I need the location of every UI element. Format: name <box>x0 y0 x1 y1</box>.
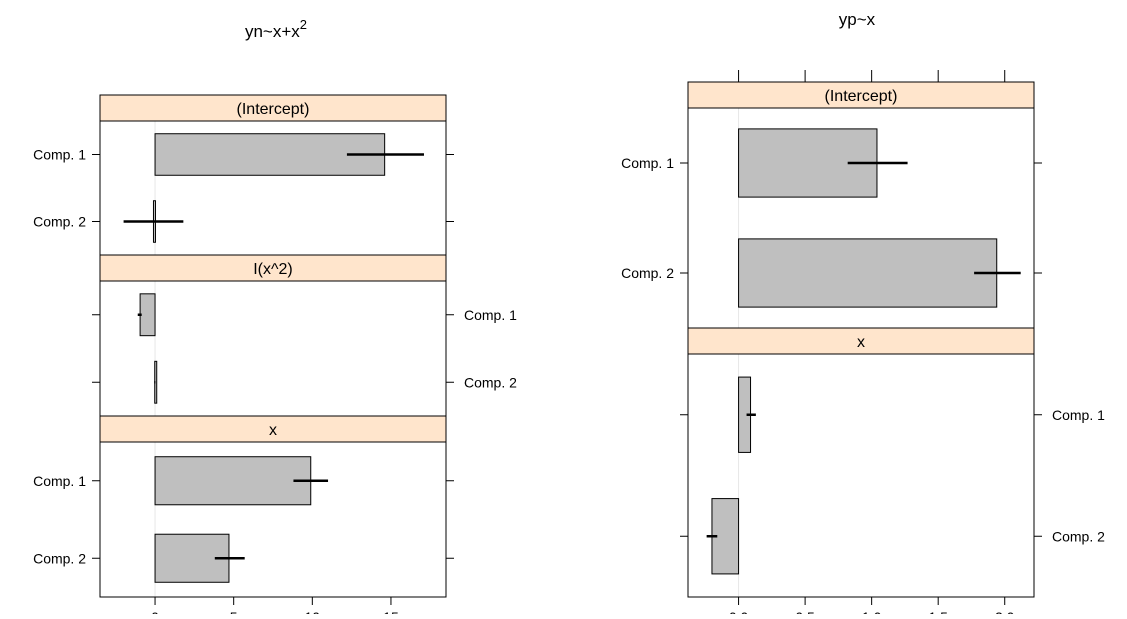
x-tick-label: 1.0 <box>862 609 882 614</box>
panel-strip-label: x <box>857 334 865 351</box>
panel-strip <box>99 415 447 443</box>
x-tick-label: 0.0 <box>729 609 749 614</box>
x-tick-label: 2.0 <box>995 609 1015 614</box>
y-tick-label: Comp. 1 <box>33 473 86 489</box>
chart-title-2: yp~x <box>839 10 876 29</box>
y-tick-label: Comp. 2 <box>621 265 674 281</box>
panel-strip-label: (Intercept) <box>825 88 898 105</box>
x-tick-label: 0.5 <box>795 609 815 614</box>
bar <box>738 238 998 308</box>
x-tick-label: 0 <box>151 609 159 614</box>
panel-strip-label: I(x^2) <box>253 261 293 278</box>
y-tick-label: Comp. 2 <box>33 214 86 230</box>
bar <box>154 456 312 506</box>
y-tick-label: Comp. 1 <box>33 147 86 163</box>
chart-title-text: yp~x <box>839 10 876 29</box>
y-tick-label: Comp. 2 <box>464 374 517 390</box>
y-tick-label: Comp. 2 <box>1052 528 1105 544</box>
plot-frame <box>99 94 447 598</box>
chart-title-text: yn~x+x <box>245 22 300 41</box>
chart-title-1: yn~x+x2 <box>245 17 307 41</box>
x-tick-label: 15 <box>383 609 399 614</box>
y-tick-label: Comp. 1 <box>1052 407 1105 423</box>
x-tick-label: 10 <box>305 609 321 614</box>
x-tick-label: 1.5 <box>928 609 948 614</box>
y-tick-label: Comp. 2 <box>33 550 86 566</box>
y-tick-label: Comp. 1 <box>464 307 517 323</box>
chart-title-superscript: 2 <box>300 17 307 32</box>
plot-frame <box>687 81 1035 598</box>
bar <box>154 133 386 176</box>
y-tick-label: Comp. 1 <box>621 155 674 171</box>
panel-strip-label: (Intercept) <box>237 101 310 118</box>
x-tick-label: 5 <box>230 609 238 614</box>
bar <box>139 293 156 337</box>
panel-strip-label: x <box>269 422 277 439</box>
